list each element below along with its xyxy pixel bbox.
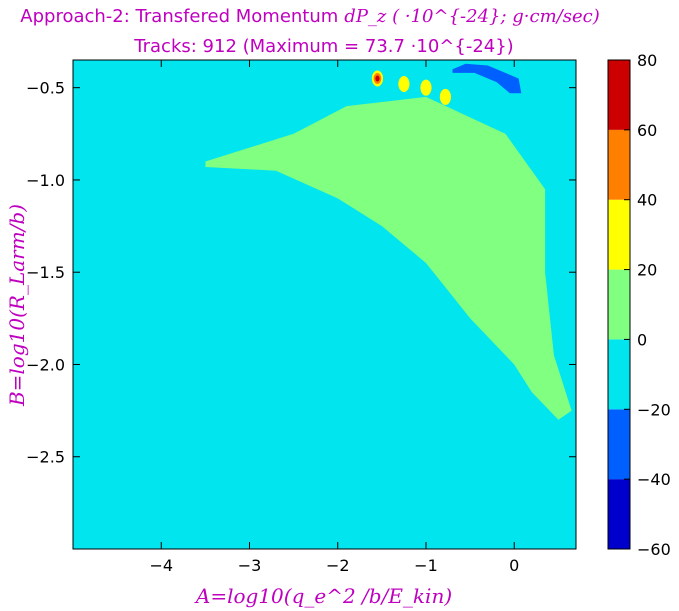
x-tick-label-2: −2 — [326, 556, 350, 575]
hotspot-3-level-4 — [439, 88, 451, 105]
colorbar-segment-0 — [608, 479, 630, 549]
colorbar-segment-3 — [608, 269, 630, 340]
colorbar-frame — [607, 59, 631, 550]
x-tick-label-4: 0 — [509, 556, 519, 575]
colorbar-tick-label-1: −40 — [637, 470, 671, 489]
colorbar-tick-label-2: −20 — [637, 400, 671, 419]
x-tick-label-3: −1 — [414, 556, 438, 575]
colorbar-tick-label-4: 20 — [637, 261, 657, 280]
hotspot-1-level-4 — [398, 75, 410, 92]
x-tick-label-1: −3 — [238, 556, 262, 575]
y-tick-label-4: −2.5 — [26, 448, 65, 467]
colorbar-tick-label-7: 80 — [637, 51, 657, 70]
colorbar-tick-label-5: 40 — [637, 191, 657, 210]
title-line-2: Tracks: 912 (Maximum = 73.7 ·10^{-24}) — [133, 36, 513, 57]
colorbar-segment-2 — [608, 339, 630, 410]
colorbar-segment-1 — [608, 409, 630, 480]
title-line-1-text: Approach-2: Transfered Momentum — [20, 6, 338, 27]
contour-region-0 — [205, 96, 572, 420]
y-tick-label-2: −1.5 — [26, 263, 65, 282]
hotspot-0-level-6 — [375, 75, 380, 82]
y-axis-label: B=log10(R_Larm/b) — [5, 204, 29, 407]
title: Approach-2: Transfered Momentum dP_z ( ·1… — [20, 6, 599, 57]
colorbar-segment-6 — [608, 60, 630, 130]
title-line-1: Approach-2: Transfered Momentum dP_z ( ·1… — [20, 6, 599, 27]
hotspot-2-level-4 — [420, 79, 432, 96]
colorbar-segment-5 — [608, 129, 630, 200]
y-tick-label-0: −0.5 — [26, 79, 65, 98]
y-tick-label-1: −1.0 — [26, 171, 65, 190]
y-axis: −0.5 −1.0 −1.5 −2.0 −2.5 — [26, 79, 576, 467]
contour-region-1 — [452, 63, 522, 94]
title-line-1-math: dP_z ( ·10^{-24}; g·cm/sec) — [344, 6, 599, 27]
colorbar: −60 −40 −20 0 20 40 60 80 — [607, 51, 671, 559]
plot-frame — [72, 59, 577, 550]
x-axis-label: A=log10(q_e^2 /b/E_kin) — [194, 584, 452, 608]
y-tick-label-3: −2.0 — [26, 355, 65, 374]
x-axis: −4 −3 −2 −1 0 — [149, 60, 519, 575]
colorbar-tick-label-0: −60 — [637, 540, 671, 559]
colorbar-segment-4 — [608, 199, 630, 270]
colorbar-tick-label-3: 0 — [637, 330, 647, 349]
colorbar-tick-label-6: 60 — [637, 121, 657, 140]
plot-area — [72, 59, 577, 550]
x-tick-label-0: −4 — [149, 556, 173, 575]
